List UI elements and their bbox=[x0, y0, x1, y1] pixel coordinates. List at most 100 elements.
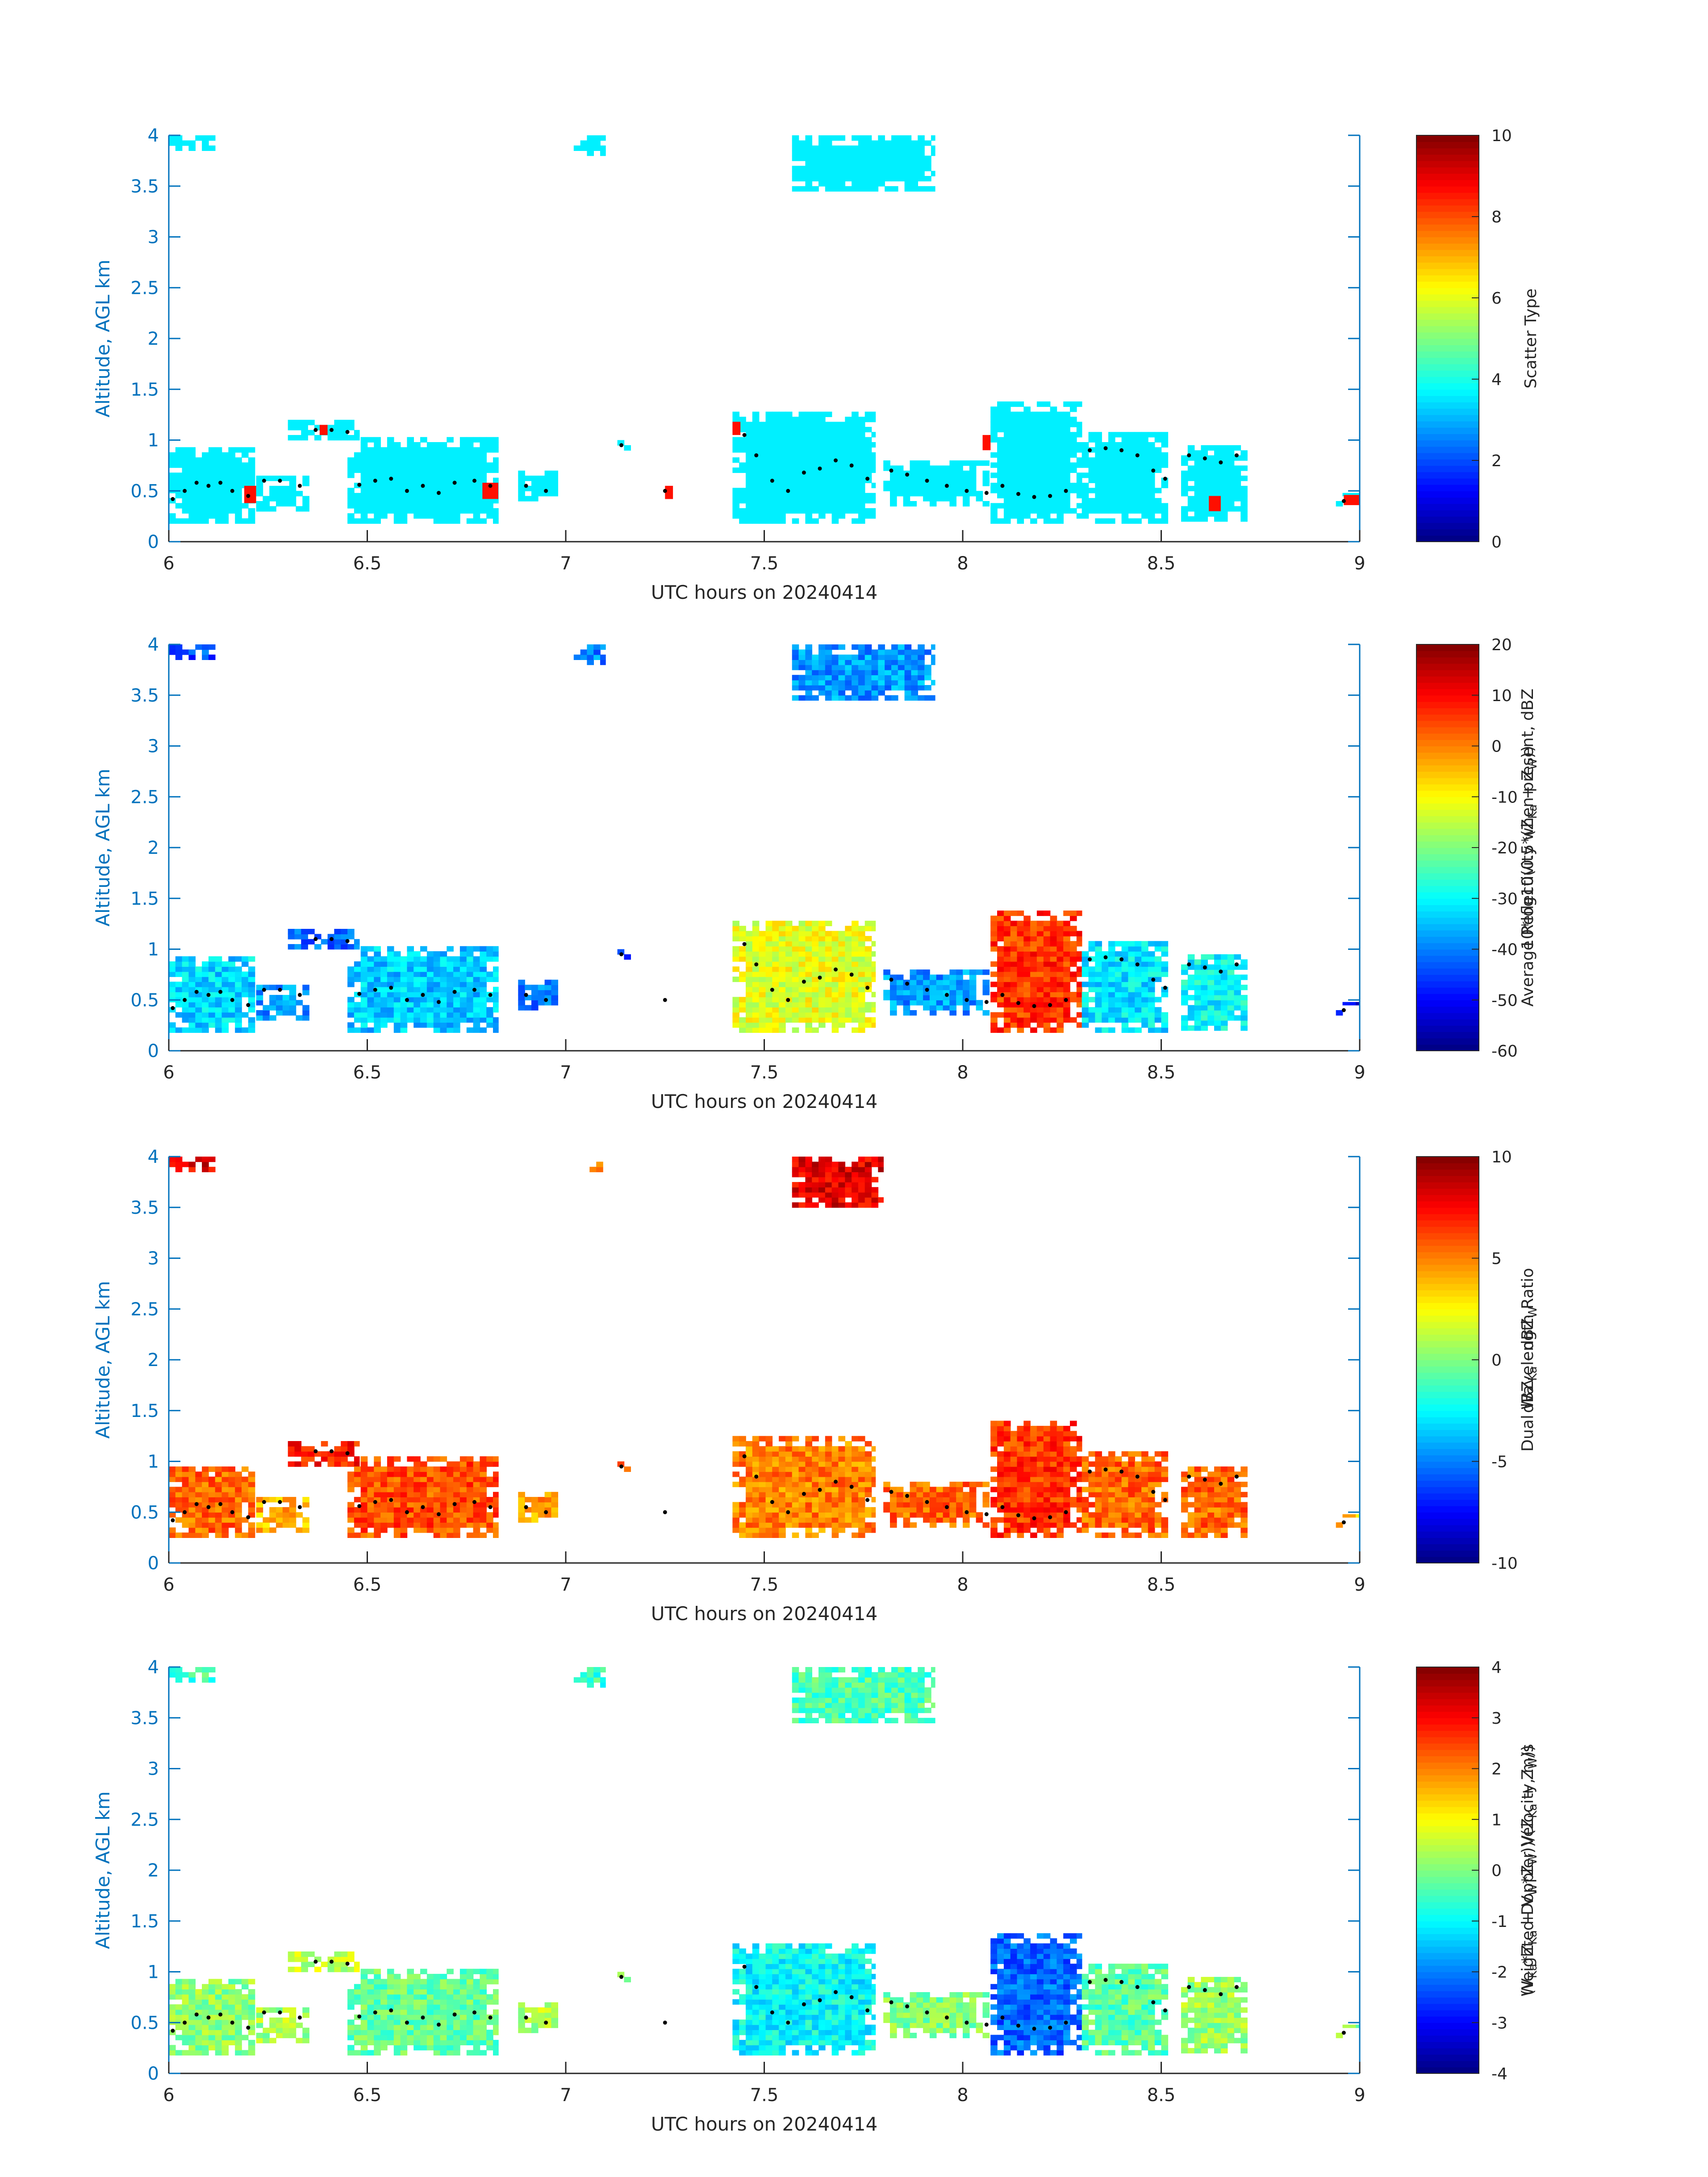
heatmap-cell bbox=[466, 508, 474, 514]
heatmap-cell bbox=[215, 1017, 222, 1023]
heatmap-cell bbox=[1070, 432, 1077, 438]
heatmap-cell bbox=[486, 447, 493, 453]
heatmap-cell bbox=[413, 956, 421, 962]
heatmap-cell bbox=[858, 986, 865, 992]
heatmap-cell bbox=[1023, 437, 1031, 443]
heatmap-cell bbox=[929, 985, 937, 990]
heatmap-cell bbox=[871, 664, 879, 670]
heatmap-cell bbox=[420, 493, 427, 498]
heatmap-cell bbox=[1003, 452, 1011, 458]
heatmap-cell bbox=[242, 1482, 249, 1488]
heatmap-cell bbox=[393, 1527, 401, 1533]
heatmap-cell bbox=[858, 452, 865, 458]
heatmap-cell bbox=[215, 966, 222, 972]
heatmap-cell bbox=[1036, 956, 1044, 962]
heatmap-cell bbox=[433, 1456, 441, 1462]
heatmap-cell bbox=[1148, 966, 1155, 972]
heatmap-cell bbox=[752, 941, 760, 947]
heatmap-cell bbox=[341, 944, 348, 950]
heatmap-cell bbox=[831, 997, 839, 1003]
heatmap-cell bbox=[819, 166, 826, 171]
heatmap-cells bbox=[169, 1157, 1360, 1538]
heatmap-cell bbox=[182, 976, 189, 982]
heatmap-cell bbox=[890, 1005, 897, 1011]
heatmap-cell bbox=[858, 477, 865, 483]
heatmap-cell bbox=[551, 491, 558, 497]
heatmap-cell bbox=[182, 1517, 189, 1523]
heatmap-cell bbox=[765, 498, 773, 504]
heatmap-cell bbox=[845, 992, 852, 998]
heatmap-cell bbox=[459, 437, 467, 443]
heatmap-cell bbox=[1010, 498, 1018, 504]
colorbar-tick-label: -20 bbox=[1491, 839, 1518, 857]
heatmap-cell bbox=[871, 1162, 879, 1167]
heatmap-cell bbox=[772, 503, 779, 509]
heatmap-cell bbox=[825, 498, 832, 504]
heatmap-cell bbox=[990, 1017, 998, 1023]
heatmap-cell bbox=[1057, 488, 1064, 493]
heatmap-cell bbox=[1050, 946, 1057, 952]
heatmap-cell bbox=[825, 982, 832, 987]
heatmap-cell bbox=[1227, 491, 1235, 497]
heatmap-cell bbox=[1017, 411, 1024, 417]
heatmap-cell bbox=[772, 941, 779, 947]
heatmap-cell bbox=[1108, 467, 1115, 473]
heatmap-cell bbox=[1095, 951, 1102, 957]
heatmap-cell bbox=[440, 982, 447, 987]
heatmap-cell bbox=[785, 951, 793, 957]
heatmap-cell bbox=[235, 1487, 242, 1492]
heatmap-cell bbox=[360, 503, 368, 509]
heatmap-cell bbox=[360, 1487, 368, 1492]
heatmap-cell bbox=[825, 1202, 832, 1208]
heatmap-cell bbox=[772, 518, 779, 524]
heatmap-cell bbox=[360, 498, 368, 504]
heatmap-cell bbox=[367, 992, 375, 998]
heatmap-cell bbox=[235, 513, 242, 519]
heatmap-cell bbox=[269, 1507, 276, 1513]
trace-point bbox=[171, 497, 175, 501]
heatmap-cell bbox=[878, 150, 885, 156]
heatmap-cell bbox=[819, 160, 826, 167]
heatmap-cell bbox=[852, 1166, 859, 1172]
colorbar-swatch bbox=[1416, 192, 1479, 199]
heatmap-cell bbox=[1220, 516, 1228, 522]
heatmap-cell bbox=[367, 508, 375, 514]
trace-point bbox=[1088, 957, 1092, 961]
heatmap-cell bbox=[453, 488, 460, 493]
heatmap-cell bbox=[838, 488, 845, 493]
heatmap-cell bbox=[819, 936, 826, 942]
heatmap-cell bbox=[208, 1022, 216, 1028]
heatmap-cell bbox=[963, 979, 970, 985]
heatmap-cell bbox=[1135, 493, 1142, 498]
heatmap-cell-accent bbox=[319, 425, 328, 435]
heatmap-cell bbox=[175, 462, 183, 468]
heatmap-cell bbox=[1095, 966, 1102, 972]
heatmap-cell bbox=[215, 1482, 222, 1488]
trace-point bbox=[183, 998, 187, 1002]
heatmap-cell bbox=[1010, 1002, 1018, 1007]
heatmap-cell bbox=[1108, 442, 1115, 448]
heatmap-cell bbox=[792, 488, 799, 493]
heatmap-cell bbox=[302, 990, 309, 995]
heatmap-cell bbox=[825, 660, 832, 665]
heatmap-cell bbox=[772, 926, 779, 932]
heatmap-cell bbox=[798, 675, 806, 681]
heatmap-cell bbox=[904, 186, 912, 192]
heatmap-cell bbox=[242, 518, 249, 524]
heatmap-cell bbox=[202, 1482, 209, 1488]
heatmap-cell bbox=[792, 477, 799, 483]
heatmap-cell bbox=[838, 695, 845, 701]
heatmap-cell bbox=[440, 508, 447, 514]
heatmap-cell bbox=[779, 452, 786, 458]
heatmap-cell bbox=[1227, 476, 1235, 481]
heatmap-cell bbox=[400, 1487, 408, 1492]
heatmap-cell bbox=[1036, 442, 1044, 448]
heatmap-cell bbox=[380, 1507, 388, 1513]
heatmap-cell bbox=[235, 1022, 242, 1028]
heatmap-cell bbox=[819, 680, 826, 685]
heatmap-cell bbox=[805, 971, 812, 977]
heatmap-cell bbox=[819, 1157, 826, 1162]
heatmap-cell bbox=[838, 508, 845, 514]
heatmap-cell bbox=[1017, 503, 1024, 509]
heatmap-cell bbox=[195, 1487, 202, 1492]
